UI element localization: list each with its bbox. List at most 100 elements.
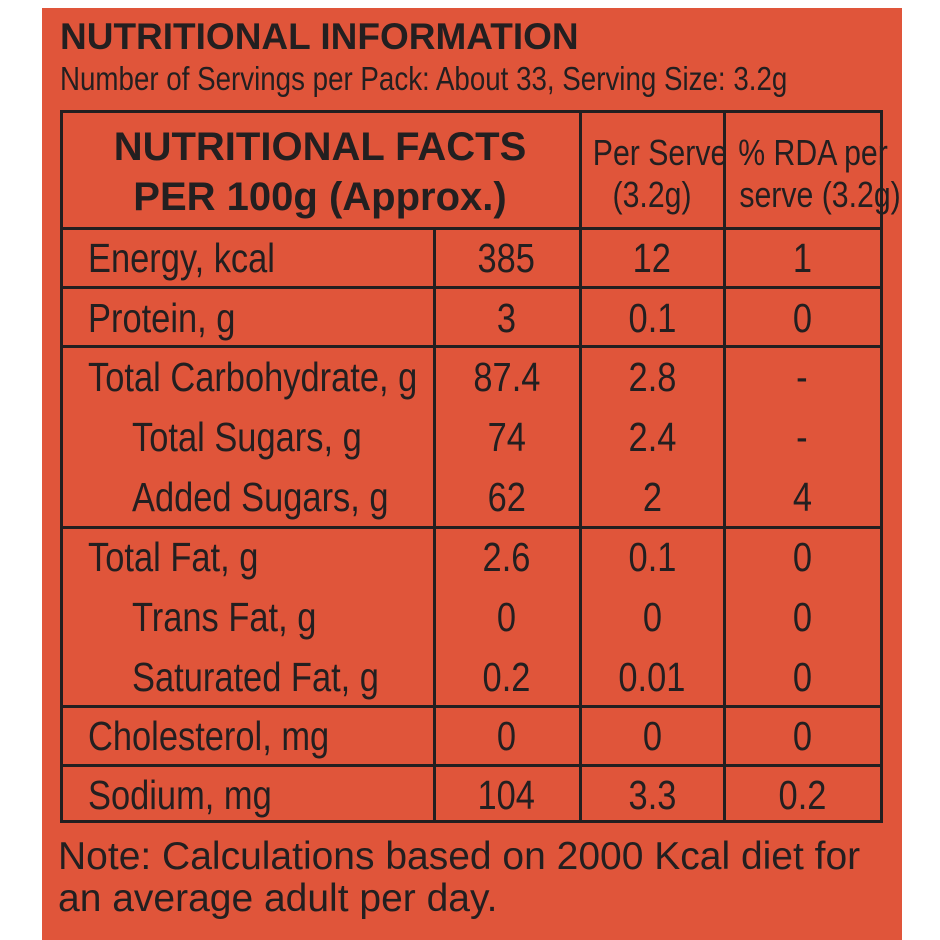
per-100g-value-text: 0 (496, 713, 517, 759)
row-divider (60, 286, 883, 289)
per-100g-value: 3 (433, 289, 580, 347)
nutrient-label-text: Trans Fat, g (132, 594, 317, 640)
header-rda-line1: % RDA per (738, 132, 888, 173)
nutrient-label: Total Fat, g (88, 528, 291, 586)
rda-value: 0 (724, 528, 880, 586)
header-rda-line2: serve (3.2g) (739, 174, 901, 215)
per-serve-value: 2.8 (580, 348, 724, 406)
rda-value: 0 (724, 707, 880, 765)
rda-value: - (724, 408, 880, 466)
header-rda: % RDA per serve (3.2g) (724, 132, 900, 216)
rda-value: 0 (724, 289, 880, 347)
per-100g-value: 62 (433, 468, 580, 526)
header-per-serve: Per Serve (3.2g) (580, 132, 728, 216)
nutrient-label-text: Sodium, mg (88, 772, 272, 818)
per-100g-value: 0 (433, 707, 580, 765)
nutrient-label: Protein, g (88, 289, 264, 347)
nutrient-label: Sodium, mg (88, 766, 307, 824)
per-serve-value-text: 2.8 (628, 354, 676, 400)
per-100g-value: 104 (433, 766, 580, 824)
per-100g-value: 0 (433, 588, 580, 646)
header-facts-line2: PER 100g (Approx.) (133, 175, 507, 219)
nutrient-label-text: Energy, kcal (88, 235, 275, 281)
rda-value: 0.2 (724, 766, 880, 824)
per-100g-value-text: 62 (487, 474, 526, 520)
rda-value: 0 (724, 588, 880, 646)
per-100g-value-text: 104 (477, 772, 536, 818)
per-serve-value: 0 (580, 588, 724, 646)
per-100g-value-text: 2.6 (482, 534, 531, 580)
rda-value-text: 1 (792, 235, 812, 281)
footnote: Note: Calculations based on 2000 Kcal di… (58, 835, 861, 920)
row-divider (60, 526, 883, 529)
per-100g-value-text: 0 (496, 594, 517, 640)
per-100g-value-text: 87.4 (472, 354, 541, 400)
header-facts-line1: NUTRITIONAL FACTS (113, 125, 527, 169)
column-divider (433, 228, 436, 823)
row-divider (60, 705, 883, 708)
table-border-top (60, 110, 883, 113)
nutrient-label: Trans Fat, g (132, 588, 352, 646)
per-100g-value-text: 74 (487, 414, 526, 460)
per-100g-value-text: 3 (496, 295, 517, 341)
nutrient-label: Total Carbohydrate, g (88, 348, 480, 406)
rda-value-text: - (796, 354, 808, 400)
rda-value: 0 (724, 648, 880, 706)
per-100g-value: 385 (433, 229, 580, 287)
per-serve-value-text: 0.01 (618, 654, 686, 700)
rda-value: 1 (724, 229, 880, 287)
row-divider (60, 764, 883, 767)
header-per-serve-line1: Per Serve (592, 132, 728, 173)
rda-value-text: 4 (792, 474, 812, 520)
per-100g-value: 87.4 (433, 348, 580, 406)
header-per-serve-line2: (3.2g) (612, 174, 692, 215)
rda-value-text: 0 (792, 713, 812, 759)
column-divider (723, 110, 726, 823)
per-serve-value: 2 (580, 468, 724, 526)
per-100g-value-text: 0.2 (482, 654, 531, 700)
label-title: NUTRITIONAL INFORMATION (60, 16, 579, 57)
per-serve-value-text: 3.3 (628, 772, 676, 818)
nutrient-label-text: Cholesterol, mg (88, 713, 330, 759)
rda-value-text: - (796, 414, 808, 460)
nutrient-label: Cholesterol, mg (88, 707, 375, 765)
per-serve-value-text: 0 (642, 594, 662, 640)
nutrient-label: Added Sugars, g (132, 468, 437, 526)
per-100g-value-text: 385 (477, 235, 536, 281)
per-serve-value: 0.1 (580, 289, 724, 347)
per-serve-value: 12 (580, 229, 724, 287)
per-serve-value-text: 0 (642, 713, 662, 759)
rda-value: 4 (724, 468, 880, 526)
table-border-right (880, 110, 883, 823)
label-panel (42, 8, 902, 940)
header-facts: NUTRITIONAL FACTS PER 100g (Approx.) (60, 122, 580, 222)
row-divider (60, 345, 883, 348)
nutrient-label: Energy, kcal (88, 229, 311, 287)
nutrient-label-text: Total Sugars, g (132, 414, 362, 460)
per-serve-value-text: 2.4 (628, 414, 676, 460)
per-serve-value-text: 12 (632, 235, 672, 281)
per-serve-value: 2.4 (580, 408, 724, 466)
per-100g-value: 74 (433, 408, 580, 466)
nutrient-label: Total Sugars, g (132, 408, 406, 466)
table-border-left (60, 110, 63, 823)
row-divider (60, 227, 883, 230)
nutrient-label-text: Protein, g (88, 295, 236, 341)
nutrient-label-text: Saturated Fat, g (132, 654, 379, 700)
per-serve-value: 0.01 (580, 648, 724, 706)
per-100g-value: 0.2 (433, 648, 580, 706)
nutrient-label-text: Total Fat, g (88, 534, 259, 580)
table-border-bottom (60, 820, 883, 823)
per-serve-value: 0.1 (580, 528, 724, 586)
per-serve-value-text: 0.1 (628, 534, 676, 580)
rda-value-text: 0 (792, 654, 812, 700)
rda-value-text: 0 (792, 295, 812, 341)
column-divider (579, 110, 582, 823)
rda-value-text: 0 (792, 594, 812, 640)
rda-value-text: 0.2 (778, 772, 826, 818)
rda-value-text: 0 (792, 534, 812, 580)
per-serve-value-text: 2 (642, 474, 662, 520)
nutrient-label-text: Added Sugars, g (132, 474, 389, 520)
rda-value: - (724, 348, 880, 406)
per-serve-value: 3.3 (580, 766, 724, 824)
